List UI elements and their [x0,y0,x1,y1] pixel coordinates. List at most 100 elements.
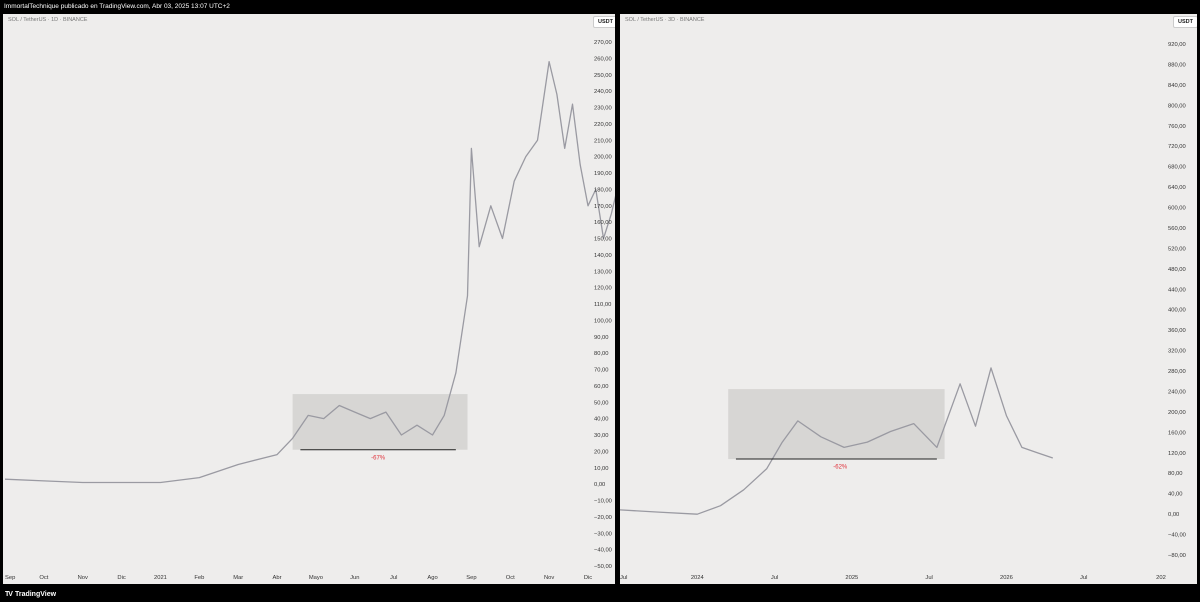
x-tick-label: Oct [506,575,515,581]
tradingview-logo[interactable]: TV TradingView [5,588,56,602]
y-tick-label: −40,00 [1168,533,1186,539]
y-tick-label: 320,00 [1168,349,1186,355]
x-tick-label: 2024 [691,575,705,581]
y-tick-label: 240,00 [594,89,612,95]
symbol-label: SOL / TetherUS · 1D · BINANCE [8,17,88,23]
y-tick-label: 270,00 [594,40,612,46]
chart-canvas-left[interactable]: -67% 270,00 260,00 250,00 240,00 230,00 220,00… [3,14,615,584]
y-tick-label: 190,00 [594,171,612,177]
y-tick-label: 80,00 [1168,471,1183,477]
y-tick-label: 280,00 [1168,369,1186,375]
price-series-line [4,60,615,484]
x-tick-label: Mayo [309,575,323,581]
y-tick-label: −20,00 [594,515,612,521]
y-tick-label: 200,00 [594,155,612,161]
y-tick-label: 160,00 [594,220,612,226]
x-tick-label: Ago [427,575,437,581]
y-tick-label: 140,00 [594,253,612,259]
y-tick-label: 760,00 [1168,124,1186,130]
y-tick-label: 880,00 [1168,62,1186,68]
x-tick-label: Jul [620,575,627,581]
y-tick-label: 70,00 [594,368,609,374]
y-tick-label: 600,00 [1168,206,1186,212]
x-tick-label: Sep [466,575,476,581]
y-tick-label: 50,00 [594,400,609,406]
x-tick-label: Dic [584,575,592,581]
drawdown-label: -67% [371,456,386,462]
y-tick-label: 400,00 [1168,308,1186,314]
y-tick-label: −40,00 [594,548,612,554]
y-tick-label: −50,00 [594,564,612,570]
y-tick-label: 40,00 [1168,492,1183,498]
x-tick-label: Jul [771,575,778,581]
y-tick-label: −80,00 [1168,553,1186,559]
y-tick-label: 260,00 [594,56,612,62]
x-tick-label: Mar [233,575,243,581]
brand-name: TradingView [14,591,57,598]
drawdown-label: -62% [833,465,848,471]
y-tick-label: 130,00 [594,269,612,275]
tv-logo-icon: TV [5,591,13,598]
chart-canvas-right[interactable]: -62% 920,00 880,00 840,00 800,00 760,00 720,00… [620,14,1197,584]
y-tick-label: 0,00 [1168,512,1179,518]
y-tick-label: 800,00 [1168,103,1186,109]
y-tick-label: 20,00 [594,449,609,455]
y-tick-label: 160,00 [1168,430,1186,436]
y-tick-label: 720,00 [1168,144,1186,150]
x-tick-label: Jul [925,575,932,581]
chart-panel-left[interactable]: SOL / TetherUS · 1D · BINANCE USDT -67% 2… [3,14,615,584]
chart-panel-right[interactable]: SOL / TetherUS · 3D · BINANCE USDT -62% 9… [620,14,1197,584]
y-tick-label: −10,00 [594,499,612,505]
y-tick-label: 60,00 [594,384,609,390]
x-tick-label: Abr [273,575,282,581]
y-tick-label: 110,00 [594,302,611,308]
y-tick-label: 180,00 [594,187,612,193]
y-tick-label: 220,00 [594,122,612,128]
y-tick-label: 230,00 [594,106,612,112]
y-tick-label: 120,00 [1168,451,1186,457]
publish-header-text: ImmortalTechnique publicado en TradingVi… [4,3,230,10]
y-tick-label: 10,00 [594,466,609,472]
y-tick-label: 170,00 [594,204,612,210]
currency-badge[interactable]: USDT [1173,16,1197,28]
x-tick-label: Nov [78,575,88,581]
currency-badge[interactable]: USDT [593,16,615,28]
x-tick-label: Oct [39,575,48,581]
y-tick-label: 150,00 [594,237,612,243]
x-tick-label: Jun [350,575,359,581]
x-tick-label: Feb [194,575,204,581]
x-tick-label: Sep [5,575,15,581]
x-tick-label: Jul [390,575,397,581]
y-tick-label: 100,00 [594,318,612,324]
y-tick-label: 90,00 [594,335,609,341]
x-tick-label: 202 [1156,575,1166,581]
y-tick-label: 250,00 [594,73,612,79]
range-box [292,394,468,450]
symbol-label: SOL / TetherUS · 3D · BINANCE [625,17,705,23]
y-tick-label: 680,00 [1168,165,1186,171]
x-tick-label: Nov [544,575,554,581]
price-series-line [620,367,1054,515]
y-tick-label: 210,00 [594,138,612,144]
footer-bar: TV TradingView [0,588,1200,602]
y-tick-label: 520,00 [1168,246,1186,252]
y-tick-label: 480,00 [1168,267,1186,273]
y-tick-label: −30,00 [594,531,612,537]
y-tick-label: 0,00 [594,482,605,488]
y-tick-label: 560,00 [1168,226,1186,232]
y-tick-label: 840,00 [1168,83,1186,89]
y-tick-label: 640,00 [1168,185,1186,191]
y-tick-label: 920,00 [1168,42,1186,48]
y-tick-label: 360,00 [1168,328,1186,334]
x-tick-label: 2021 [154,575,167,581]
y-tick-label: 40,00 [594,417,609,423]
x-tick-label: 2026 [1000,575,1013,581]
x-tick-label: 2025 [845,575,858,581]
publish-header: ImmortalTechnique publicado en TradingVi… [0,0,1200,14]
y-tick-label: 440,00 [1168,287,1186,293]
x-tick-label: Dic [117,575,125,581]
range-box [728,389,945,460]
y-tick-label: 30,00 [594,433,609,439]
y-tick-label: 120,00 [594,286,612,292]
y-tick-label: 200,00 [1168,410,1186,416]
